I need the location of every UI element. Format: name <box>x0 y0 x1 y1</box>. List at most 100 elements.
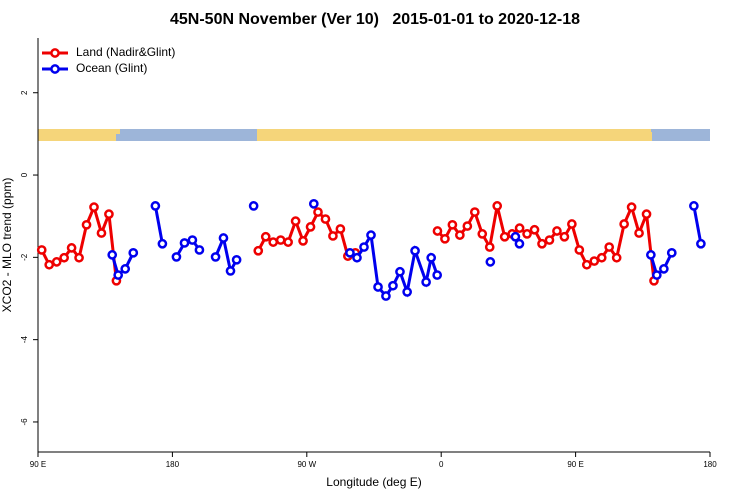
data-point <box>253 245 264 256</box>
data-point <box>440 233 450 244</box>
land-ocean-strip <box>38 129 710 141</box>
legend-label: Ocean (Glint) <box>76 61 147 75</box>
data-point <box>290 216 301 226</box>
data-point <box>366 230 376 240</box>
data-point <box>157 238 168 249</box>
data-point <box>388 280 398 291</box>
legend-marker <box>50 64 60 74</box>
data-point <box>194 245 205 255</box>
data-point <box>275 235 286 245</box>
data-point <box>179 238 190 248</box>
data-point <box>187 235 198 245</box>
data-point <box>432 270 443 280</box>
data-point <box>634 228 644 238</box>
data-point <box>248 201 259 211</box>
data-point <box>581 259 592 270</box>
data-point <box>659 264 669 274</box>
data-point <box>666 247 677 258</box>
data-point <box>308 198 319 209</box>
data-point <box>81 219 92 230</box>
data-point <box>128 247 139 258</box>
data-point <box>59 252 69 263</box>
data-point <box>381 291 391 301</box>
data-point <box>171 252 182 262</box>
data-point <box>260 231 271 242</box>
data-point <box>651 270 662 280</box>
data-point <box>150 201 161 211</box>
data-point <box>231 254 242 265</box>
data-point <box>626 202 637 212</box>
data-point <box>604 242 615 252</box>
legend-marker <box>50 48 60 58</box>
data-point <box>689 201 699 211</box>
x-tick-label: 0 <box>439 460 444 469</box>
data-point <box>596 252 607 263</box>
data-point <box>641 209 652 219</box>
data-point <box>574 245 585 255</box>
legend-label: Land (Nadir&Glint) <box>76 45 175 59</box>
series-line <box>214 232 238 276</box>
data-point <box>447 219 458 230</box>
data-point <box>537 238 547 249</box>
data-point <box>74 252 84 263</box>
data-point <box>96 228 107 238</box>
data-point <box>559 231 570 242</box>
data-point <box>469 207 480 217</box>
data-point <box>218 233 229 243</box>
x-tick-label: 180 <box>703 460 717 469</box>
data-point <box>514 238 525 249</box>
data-point <box>36 245 47 255</box>
data-point <box>567 219 577 229</box>
data-point <box>352 252 362 263</box>
data-point <box>477 229 488 239</box>
y-tick-label: -6 <box>20 418 29 426</box>
data-point <box>104 209 114 219</box>
data-point <box>373 282 383 292</box>
y-tick-label: -4 <box>20 336 29 344</box>
data-point <box>426 252 437 263</box>
x-tick-label: 180 <box>166 460 180 469</box>
data-point <box>646 250 656 260</box>
data-point <box>611 252 622 263</box>
data-point <box>395 266 405 277</box>
data-point <box>210 252 221 262</box>
chart-title: 45N-50N November (Ver 10) 2015-01-01 to … <box>170 11 580 28</box>
data-point <box>421 277 431 287</box>
data-point <box>455 230 465 240</box>
data-point <box>499 231 510 242</box>
data-point <box>89 202 99 212</box>
data-point <box>345 247 355 258</box>
x-axis-label: Longitude (deg E) <box>326 475 421 489</box>
series-line <box>40 202 118 281</box>
series-line <box>153 205 164 245</box>
data-point <box>328 231 338 241</box>
x-tick-label: 90 E <box>567 460 583 469</box>
data-point <box>283 237 293 247</box>
data-point <box>298 236 308 246</box>
data-point <box>552 226 562 236</box>
data-point <box>484 242 495 252</box>
data-point <box>113 270 124 280</box>
data-point <box>66 243 77 253</box>
data-point <box>514 223 525 233</box>
data-point <box>107 250 118 260</box>
data-point <box>510 231 521 242</box>
data-point <box>492 201 503 211</box>
series-line <box>256 209 356 259</box>
data-point <box>44 259 55 270</box>
data-point <box>51 257 62 267</box>
data-point <box>696 238 706 249</box>
data-point <box>120 264 131 274</box>
data-point <box>410 245 420 256</box>
data-point <box>335 224 346 234</box>
data-point <box>313 207 323 217</box>
x-tick-label: 90 E <box>30 460 46 469</box>
data-point <box>402 287 413 297</box>
y-tick-label: -2 <box>20 253 29 261</box>
data-point <box>268 237 279 247</box>
data-point <box>544 235 555 245</box>
data-point <box>589 256 600 266</box>
data-point <box>485 257 496 267</box>
data-point <box>432 226 443 236</box>
data-point <box>522 229 532 239</box>
